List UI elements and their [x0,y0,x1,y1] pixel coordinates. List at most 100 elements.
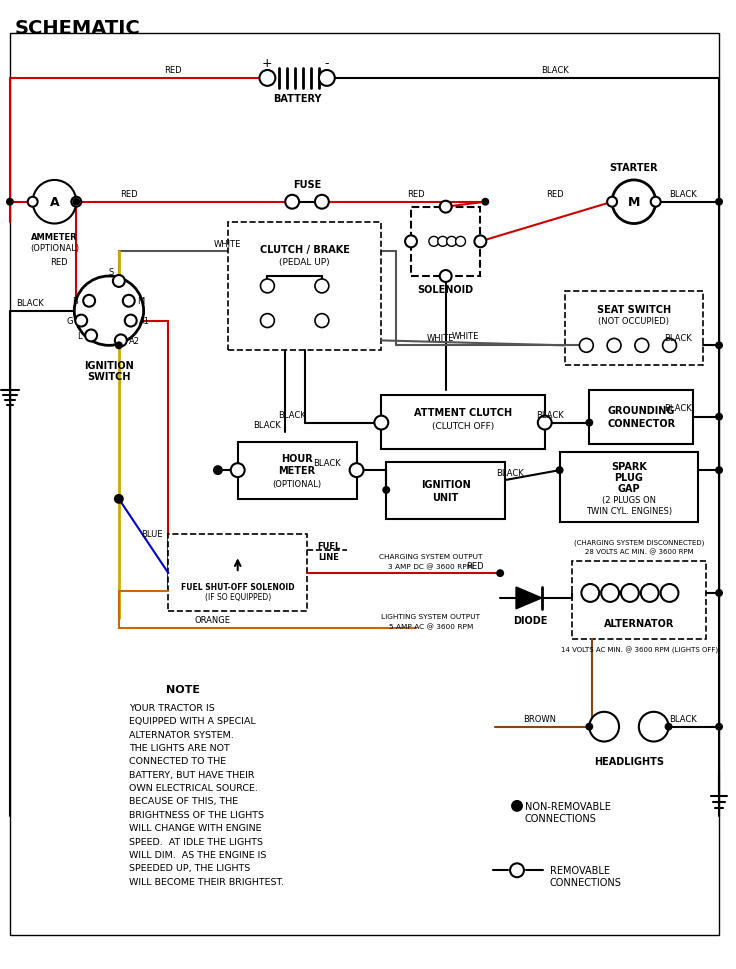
Text: BLACK: BLACK [541,67,568,76]
Circle shape [261,280,275,294]
Text: RED: RED [165,67,182,76]
Text: YOUR TRACTOR IS: YOUR TRACTOR IS [129,703,214,712]
Circle shape [511,800,523,812]
Circle shape [585,723,593,731]
Text: (IF SO EQUIPPED): (IF SO EQUIPPED) [205,593,271,602]
Circle shape [585,420,593,427]
Circle shape [350,464,364,478]
Circle shape [538,417,552,430]
Circle shape [71,198,81,207]
Circle shape [439,270,452,283]
Text: (CHARGING SYSTEM DISCONNECTED): (CHARGING SYSTEM DISCONNECTED) [574,539,704,546]
Circle shape [123,296,135,307]
Text: CHARGING SYSTEM OUTPUT: CHARGING SYSTEM OUTPUT [379,553,483,560]
Text: FUEL SHUT-OFF SOLENOID: FUEL SHUT-OFF SOLENOID [181,582,294,591]
Text: WHITE: WHITE [214,239,241,249]
Circle shape [590,712,619,741]
Text: LIGHTING SYSTEM OUTPUT: LIGHTING SYSTEM OUTPUT [381,613,481,619]
Text: WILL CHANGE WITH ENGINE: WILL CHANGE WITH ENGINE [129,824,261,832]
Text: 3 AMP DC @ 3600 RPM: 3 AMP DC @ 3600 RPM [389,563,473,570]
Circle shape [715,589,723,597]
Text: -: - [325,56,329,70]
Text: CONNECTIONS: CONNECTIONS [525,813,597,823]
Text: LINE: LINE [319,552,339,561]
Text: CONNECTIONS: CONNECTIONS [550,877,622,888]
Text: FUEL: FUEL [317,542,341,550]
Text: BRIGHTNESS OF THE LIGHTS: BRIGHTNESS OF THE LIGHTS [129,810,263,819]
Circle shape [581,584,599,603]
Text: (PEDAL UP): (PEDAL UP) [279,258,330,266]
Circle shape [32,181,77,224]
Text: WHITE: WHITE [452,331,479,340]
Text: NON-REMOVABLE: NON-REMOVABLE [525,801,611,811]
Polygon shape [516,587,542,610]
Circle shape [74,277,144,346]
Text: A2: A2 [130,336,140,346]
Circle shape [261,314,275,328]
Text: WILL DIM.  AS THE ENGINE IS: WILL DIM. AS THE ENGINE IS [129,850,266,860]
Circle shape [601,584,619,603]
Text: CONNECTED TO THE: CONNECTED TO THE [129,757,226,766]
Text: GAP: GAP [618,484,640,493]
Circle shape [715,413,723,422]
Text: BLACK: BLACK [670,714,697,724]
Text: RED: RED [467,561,484,570]
Text: 5 AMP AC @ 3600 RPM: 5 AMP AC @ 3600 RPM [389,623,473,629]
Text: BLACK: BLACK [16,299,43,308]
Circle shape [429,237,439,247]
Text: S: S [108,267,113,276]
Circle shape [607,198,617,207]
Text: (2 PLUGS ON: (2 PLUGS ON [602,496,656,505]
Text: WILL BECOME THEIR BRIGHTEST.: WILL BECOME THEIR BRIGHTEST. [129,877,284,886]
Circle shape [231,464,244,478]
Text: A: A [49,196,60,209]
Text: AMMETER: AMMETER [31,233,78,241]
Bar [238,443,356,499]
Bar [590,391,693,445]
Text: DIODE: DIODE [513,615,547,625]
Text: PLUG: PLUG [615,473,643,483]
Text: STARTER: STARTER [609,163,658,172]
Circle shape [475,236,486,248]
Circle shape [6,199,14,206]
Text: WHITE: WHITE [427,333,454,343]
Text: BLACK: BLACK [665,404,693,413]
Circle shape [83,296,95,307]
Text: BLACK: BLACK [278,411,306,420]
Circle shape [260,71,275,87]
Circle shape [510,863,524,877]
Text: IGNITION: IGNITION [421,480,470,489]
Text: (CLUTCH OFF): (CLUTCH OFF) [432,422,494,430]
Circle shape [607,339,621,353]
Circle shape [496,570,504,578]
Text: (NOT OCCUPIED): (NOT OCCUPIED) [598,317,669,326]
Circle shape [375,417,389,430]
Text: METER: METER [278,466,316,476]
Text: GROUNDING: GROUNDING [608,405,675,416]
Text: HOUR: HOUR [281,453,313,464]
Bar [559,453,698,522]
Circle shape [115,342,123,350]
Text: RED: RED [51,258,68,266]
Text: BLUE: BLUE [141,529,162,539]
Circle shape [115,335,127,347]
Bar [573,562,706,639]
Circle shape [662,339,676,353]
Circle shape [651,198,661,207]
Bar [169,534,307,611]
Circle shape [438,237,447,247]
Circle shape [28,198,38,207]
Circle shape [315,314,329,328]
Text: (OPTIONAL): (OPTIONAL) [272,480,322,489]
Text: G: G [66,317,73,326]
Text: IGNITION: IGNITION [84,360,134,371]
Text: SWITCH: SWITCH [87,372,131,382]
Text: 14 VOLTS AC MIN. @ 3600 RPM (LIGHTS OFF): 14 VOLTS AC MIN. @ 3600 RPM (LIGHTS OFF) [561,646,718,653]
Text: TWIN CYL. ENGINES): TWIN CYL. ENGINES) [586,507,672,516]
Text: BLACK: BLACK [670,190,697,199]
Text: (OPTIONAL): (OPTIONAL) [30,243,79,253]
Text: BROWN: BROWN [523,714,556,724]
Text: BATTERY: BATTERY [273,94,322,104]
Circle shape [715,723,723,731]
Circle shape [579,339,593,353]
